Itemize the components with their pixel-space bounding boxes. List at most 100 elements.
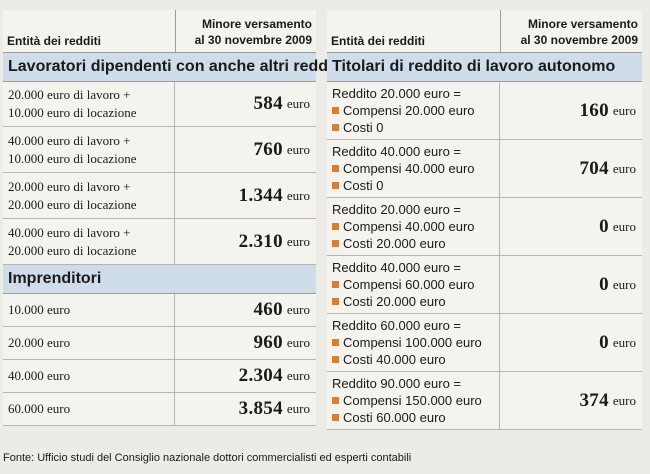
costs-text: Costi 0 (343, 178, 384, 193)
row-value: 0 euro (499, 256, 642, 313)
value-number: 0 (599, 215, 609, 237)
row-label: 40.000 euro di lavoro + 20.000 euro di l… (3, 219, 174, 264)
table-row: 40.000 euro di lavoro + 20.000 euro di l… (3, 219, 316, 265)
costs-line: Costi 0 (332, 177, 499, 194)
value-number: 0 (599, 331, 609, 353)
row-value: 374 euro (499, 372, 642, 429)
income-line: Reddito 40.000 euro = (332, 260, 462, 275)
value-unit: euro (612, 218, 636, 234)
row-label-line2: 10.000 euro di locazione (8, 150, 137, 166)
income-line: Reddito 20.000 euro = (332, 86, 462, 101)
row-label: Reddito 60.000 euro = Compensi 100.000 e… (327, 314, 499, 371)
value-unit: euro (612, 392, 636, 408)
value-unit: euro (612, 276, 636, 292)
table-row: Reddito 60.000 euro = Compensi 100.000 e… (327, 314, 642, 372)
value-unit: euro (612, 160, 636, 176)
income-line: Reddito 20.000 euro = (332, 202, 462, 217)
costs-line: Costi 20.000 euro (332, 235, 499, 252)
row-label: 40.000 euro di lavoro + 10.000 euro di l… (3, 127, 174, 172)
row-label-line2: 20.000 euro di locazione (8, 242, 137, 258)
value-number: 160 (579, 99, 609, 121)
table-row: 40.000 euro 2.304 euro (3, 360, 316, 393)
header-payment-label: Minore versamento al 30 novembre 2009 (500, 10, 642, 52)
income-line: Reddito 60.000 euro = (332, 318, 462, 333)
costs-line: Costi 40.000 euro (332, 351, 499, 368)
bullet-square-icon (332, 414, 339, 421)
header-payment-line2: al 30 novembre 2009 (194, 33, 312, 47)
costs-text: Costi 20.000 euro (343, 236, 446, 251)
value-number: 2.310 (238, 230, 283, 252)
bullet-square-icon (332, 397, 339, 404)
value-number: 760 (253, 138, 283, 160)
revenue-text: Compensi 60.000 euro (343, 277, 475, 292)
revenue-text: Compensi 150.000 euro (343, 393, 482, 408)
table-header: Entità dei redditi Minore versamento al … (3, 10, 316, 53)
value-unit: euro (286, 335, 310, 350)
bullet-square-icon (332, 281, 339, 288)
row-label-line1: 20.000 euro di lavoro + (8, 87, 131, 102)
revenue-line: Compensi 40.000 euro (332, 218, 499, 235)
income-line: Reddito 90.000 euro = (332, 376, 462, 391)
row-label: Reddito 90.000 euro = Compensi 150.000 e… (327, 372, 499, 429)
table-row: 10.000 euro 460 euro (3, 294, 316, 327)
table-row: Reddito 90.000 euro = Compensi 150.000 e… (327, 372, 642, 430)
section-title-employees: Lavoratori dipendenti con anche altri re… (3, 53, 342, 82)
row-label: Reddito 20.000 euro = Compensi 40.000 eu… (327, 198, 499, 255)
value-unit: euro (286, 96, 310, 111)
row-label: 40.000 euro (8, 368, 71, 383)
value-number: 960 (253, 332, 283, 353)
row-value: 3.854 euro (174, 393, 316, 425)
row-label: Reddito 40.000 euro = Compensi 60.000 eu… (327, 256, 499, 313)
table-row: 20.000 euro di lavoro + 10.000 euro di l… (3, 82, 316, 127)
value-number: 374 (579, 389, 609, 411)
employees-table: Entità dei redditi Minore versamento al … (3, 10, 342, 426)
value-number: 3.854 (238, 398, 283, 419)
revenue-line: Compensi 40.000 euro (332, 160, 499, 177)
bullet-square-icon (332, 356, 339, 363)
section-title-entrepreneurs: Imprenditori (3, 265, 316, 294)
bullet-square-icon (332, 223, 339, 230)
row-value: 760 euro (174, 127, 316, 172)
row-label-line2: 20.000 euro di locazione (8, 196, 137, 212)
row-value: 160 euro (499, 82, 642, 139)
row-value: 0 euro (499, 198, 642, 255)
table-row: Reddito 40.000 euro = Compensi 60.000 eu… (327, 256, 642, 314)
row-value: 2.304 euro (174, 360, 316, 392)
row-value: 0 euro (499, 314, 642, 371)
header-payment-line2: al 30 novembre 2009 (520, 33, 638, 47)
table-row: Reddito 20.000 euro = Compensi 20.000 eu… (327, 82, 642, 140)
row-label: 20.000 euro di lavoro + 10.000 euro di l… (3, 82, 174, 126)
table-header: Entità dei redditi Minore versamento al … (327, 10, 642, 53)
row-value: 584 euro (174, 82, 316, 126)
source-footnote: Fonte: Ufficio studi del Consiglio nazio… (3, 452, 412, 464)
costs-text: Costi 0 (343, 120, 384, 135)
costs-text: Costi 60.000 euro (343, 410, 446, 425)
row-value: 460 euro (174, 294, 316, 326)
value-unit: euro (286, 141, 310, 157)
bullet-square-icon (332, 182, 339, 189)
row-value: 1.344 euro (174, 173, 316, 218)
revenue-line: Compensi 60.000 euro (332, 276, 499, 293)
self-employed-table: Entità dei redditi Minore versamento al … (327, 10, 642, 430)
value-unit: euro (612, 334, 636, 350)
costs-line: Costi 0 (332, 119, 499, 136)
revenue-line: Compensi 150.000 euro (332, 392, 499, 409)
row-label: Reddito 40.000 euro = Compensi 40.000 eu… (327, 140, 499, 197)
value-number: 460 (253, 299, 283, 320)
value-unit: euro (286, 187, 310, 203)
table-row: 60.000 euro 3.854 euro (3, 393, 316, 426)
row-label: 10.000 euro (8, 302, 71, 317)
bullet-square-icon (332, 339, 339, 346)
table-row: 40.000 euro di lavoro + 10.000 euro di l… (3, 127, 316, 173)
revenue-text: Compensi 100.000 euro (343, 335, 482, 350)
row-value: 2.310 euro (174, 219, 316, 264)
header-payment-line1: Minore versamento (201, 17, 312, 31)
table-row: 20.000 euro di lavoro + 20.000 euro di l… (3, 173, 316, 219)
value-unit: euro (286, 302, 310, 317)
revenue-text: Compensi 20.000 euro (343, 103, 475, 118)
row-value: 704 euro (499, 140, 642, 197)
value-unit: euro (286, 368, 310, 383)
revenue-text: Compensi 40.000 euro (343, 219, 475, 234)
value-number: 584 (253, 93, 283, 114)
bullet-square-icon (332, 298, 339, 305)
